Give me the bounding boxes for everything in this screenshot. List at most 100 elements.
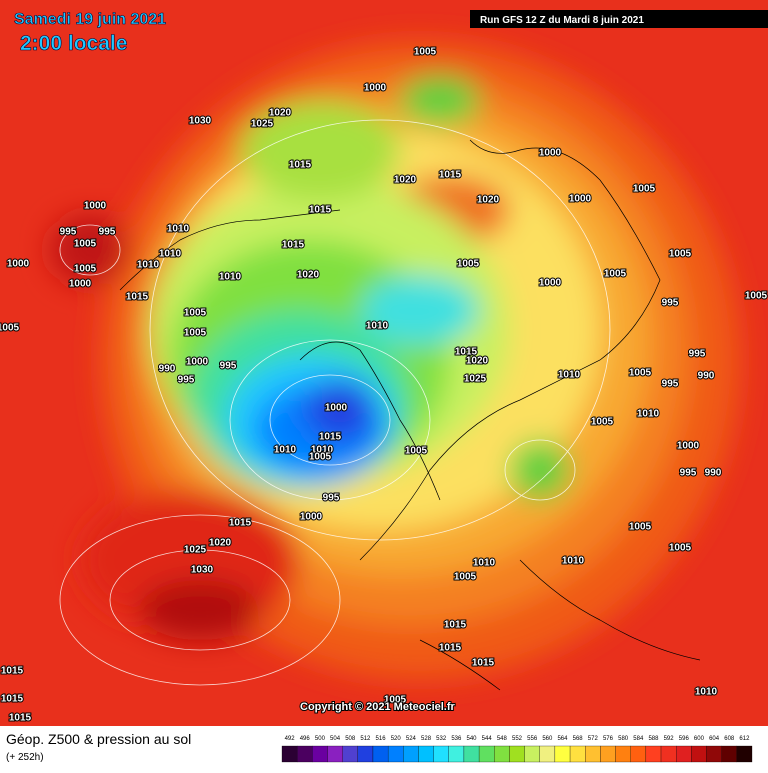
scale-label: 528 bbox=[421, 736, 432, 742]
isobar-label: 1005 bbox=[74, 264, 97, 275]
scale-swatch bbox=[615, 745, 631, 763]
isobar-label: 1015 bbox=[1, 666, 24, 677]
scale-swatch bbox=[433, 745, 449, 763]
scale-swatch bbox=[418, 745, 434, 763]
scale-swatch bbox=[691, 745, 707, 763]
local-time: 2:00 locale bbox=[20, 32, 127, 55]
isobar-label: 1010 bbox=[473, 558, 496, 569]
scale-label: 564 bbox=[557, 736, 568, 742]
isobar-label: 1015 bbox=[289, 160, 312, 171]
run-info: Run GFS 12 Z du Mardi 8 juin 2021 bbox=[480, 15, 644, 26]
isobar-label: 1025 bbox=[251, 119, 274, 130]
scale-swatch bbox=[645, 745, 662, 763]
isobar-label: 1015 bbox=[439, 170, 462, 181]
scale-swatch bbox=[387, 745, 404, 763]
scale-label: 560 bbox=[542, 736, 553, 742]
scale-label: 548 bbox=[497, 736, 508, 742]
isobar-label: 1005 bbox=[629, 522, 652, 533]
isobar-label: 1000 bbox=[677, 441, 700, 452]
scale-label: 532 bbox=[436, 736, 447, 742]
isobar-label: 1000 bbox=[539, 148, 562, 159]
scale-label: 556 bbox=[527, 736, 538, 742]
isobar-label: 995 bbox=[662, 298, 679, 309]
scale-swatch bbox=[569, 745, 586, 763]
isobar-label: 1020 bbox=[477, 195, 500, 206]
isobar-label: 1010 bbox=[311, 445, 334, 456]
isobar-label: 1020 bbox=[466, 356, 489, 367]
scale-label: 612 bbox=[739, 736, 750, 742]
isobar-label: 1000 bbox=[325, 403, 348, 414]
isobar-label: 1015 bbox=[319, 432, 342, 443]
scale-label: 524 bbox=[406, 736, 417, 742]
isobar-label: 995 bbox=[99, 227, 116, 238]
scale-label: 588 bbox=[648, 736, 659, 742]
isobar-label: 1010 bbox=[558, 370, 581, 381]
isobar-label: 1000 bbox=[569, 194, 592, 205]
scale-label: 580 bbox=[618, 736, 629, 742]
isobar-label: 995 bbox=[178, 375, 195, 386]
isobar-label: 1020 bbox=[269, 108, 292, 119]
scale-swatch bbox=[312, 745, 328, 763]
isobar-label: 990 bbox=[159, 364, 176, 375]
scale-label: 608 bbox=[724, 736, 735, 742]
scale-label: 540 bbox=[467, 736, 478, 742]
isobar-label: 1015 bbox=[455, 347, 478, 358]
scale-swatch bbox=[706, 745, 722, 763]
scale-swatch bbox=[600, 745, 616, 763]
isobar-label: 1005 bbox=[405, 446, 428, 457]
scale-swatch bbox=[736, 745, 753, 763]
scale-swatch bbox=[403, 745, 419, 763]
isobar-label: 1005 bbox=[184, 308, 207, 319]
isobar-label: 990 bbox=[705, 468, 722, 479]
isobar-label: 1010 bbox=[695, 687, 718, 698]
isobar-label: 1005 bbox=[184, 328, 207, 339]
isobar-label: 1025 bbox=[184, 545, 207, 556]
scale-label: 552 bbox=[512, 736, 523, 742]
isobar-label: 1005 bbox=[633, 184, 656, 195]
isobar-label: 1015 bbox=[1, 694, 24, 705]
isobar-label: 1005 bbox=[309, 452, 332, 463]
scale-swatch bbox=[372, 745, 389, 763]
scale-swatch bbox=[660, 745, 677, 763]
isobar-label: 1010 bbox=[219, 272, 242, 283]
isobar-label: 1020 bbox=[297, 270, 320, 281]
isobar-label: 1020 bbox=[394, 175, 417, 186]
isobar-label: 1030 bbox=[191, 565, 214, 576]
isobar-label: 1005 bbox=[669, 249, 692, 260]
scale-swatch bbox=[524, 745, 540, 763]
scale-swatch bbox=[539, 745, 556, 763]
date: Samedi 19 juin 2021 bbox=[14, 11, 166, 28]
scale-label: 500 bbox=[315, 736, 326, 742]
isobar-label: 995 bbox=[60, 227, 77, 238]
isobar-label: 1015 bbox=[282, 240, 305, 251]
isobar-label: 1005 bbox=[454, 572, 477, 583]
scale-label: 496 bbox=[300, 736, 311, 742]
isobar-label: 1000 bbox=[300, 512, 323, 523]
isobar-label: 1005 bbox=[669, 543, 692, 554]
isobar-label: 1005 bbox=[591, 417, 614, 428]
scale-label: 584 bbox=[633, 736, 644, 742]
scale-label: 604 bbox=[709, 736, 720, 742]
scale-label: 516 bbox=[376, 736, 387, 742]
footer-title: Géop. Z500 & pression au sol bbox=[6, 731, 191, 747]
scale-label: 576 bbox=[603, 736, 614, 742]
scale-label: 544 bbox=[482, 736, 493, 742]
isobar-label: 995 bbox=[689, 349, 706, 360]
color-scale: 492 496 500 504 508 512 516 520 524 528 532 536 540 5… bbox=[281, 736, 753, 763]
isobar-label: 995 bbox=[662, 379, 679, 390]
map-field bbox=[0, 0, 768, 726]
isobar-label: 995 bbox=[680, 468, 697, 479]
isobar-label: 1005 bbox=[457, 259, 480, 270]
isobar-label: 1010 bbox=[637, 409, 660, 420]
scale-label: 492 bbox=[285, 736, 296, 742]
isobar-label: 1015 bbox=[309, 205, 332, 216]
scale-swatch bbox=[297, 745, 313, 763]
scale-label: 568 bbox=[573, 736, 584, 742]
scale-label: 508 bbox=[345, 736, 356, 742]
scale-label: 572 bbox=[588, 736, 599, 742]
isobar-label: 1005 bbox=[0, 323, 20, 334]
isobar-label: 1005 bbox=[629, 368, 652, 379]
isobar-label: 995 bbox=[323, 493, 340, 504]
isobar-label: 1010 bbox=[167, 224, 190, 235]
